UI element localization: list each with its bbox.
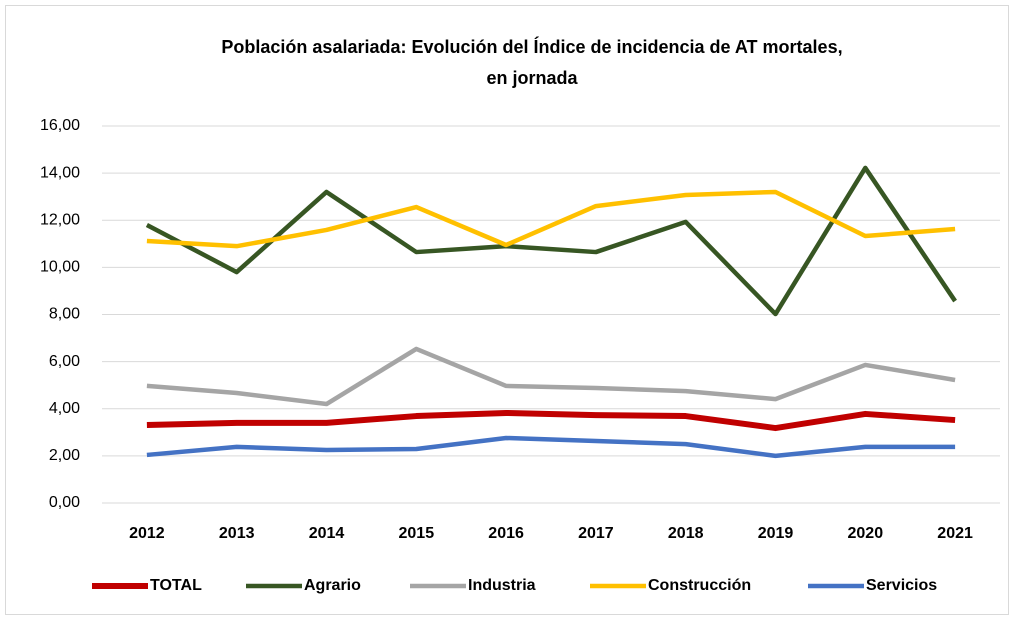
series-line: [146, 346, 956, 407]
legend-label: Agrario: [304, 577, 361, 594]
chart-title: en jornada: [486, 68, 578, 88]
series-line: [146, 435, 956, 459]
x-tick-label: 2013: [219, 525, 255, 542]
x-tick-label: 2012: [129, 525, 165, 542]
legend-label: TOTAL: [150, 577, 202, 594]
series-line: [146, 409, 956, 432]
y-tick-label: 16,00: [40, 117, 80, 134]
x-tick-label: 2015: [399, 525, 435, 542]
x-tick-label: 2014: [309, 525, 345, 542]
series-line: [145, 165, 957, 317]
y-tick-label: 10,00: [40, 259, 80, 276]
y-tick-label: 8,00: [49, 306, 80, 323]
chart-border: [5, 5, 1009, 615]
x-tick-label: 2016: [488, 525, 524, 542]
x-tick-label: 2020: [848, 525, 884, 542]
series-line: [146, 189, 956, 249]
legend-label: Servicios: [866, 577, 937, 594]
y-tick-label: 6,00: [49, 353, 80, 370]
x-tick-label: 2019: [758, 525, 794, 542]
y-tick-label: 2,00: [49, 447, 80, 464]
y-tick-label: 4,00: [49, 400, 80, 417]
y-tick-label: 0,00: [49, 494, 80, 511]
x-tick-label: 2018: [668, 525, 704, 542]
legend-label: Industria: [468, 577, 536, 594]
y-tick-label: 14,00: [40, 164, 80, 181]
chart-title: Población asalariada: Evolución del Índi…: [221, 36, 842, 57]
x-tick-label: 2021: [937, 525, 973, 542]
legend-label: Construcción: [648, 577, 751, 594]
x-tick-label: 2017: [578, 525, 614, 542]
y-tick-label: 12,00: [40, 211, 80, 228]
